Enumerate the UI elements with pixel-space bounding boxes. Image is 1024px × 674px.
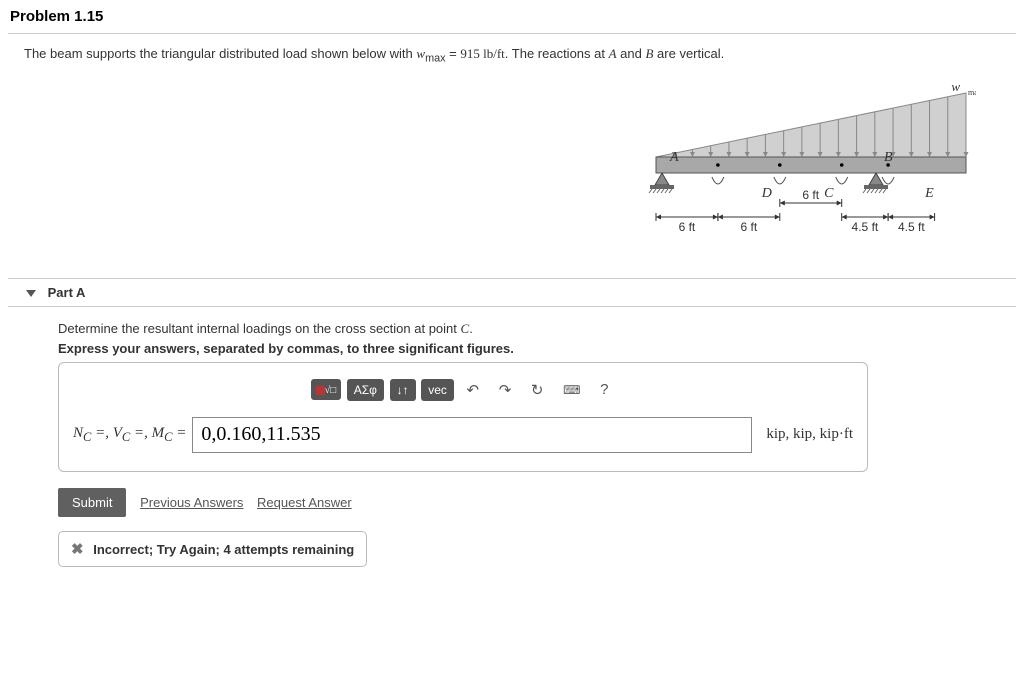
part-a-label: Part A xyxy=(48,285,86,300)
svg-text:D: D xyxy=(761,186,772,201)
previous-answers-link[interactable]: Previous Answers xyxy=(140,495,243,510)
part-a-instruction: Determine the resultant internal loading… xyxy=(58,321,868,337)
symbols-button[interactable]: ΑΣφ xyxy=(347,379,384,401)
svg-text:6 ft: 6 ft xyxy=(802,188,819,202)
incorrect-icon: ✖ xyxy=(71,541,84,558)
svg-text:w: w xyxy=(951,79,960,94)
instr-post: . xyxy=(469,321,473,336)
svg-text:max: max xyxy=(968,88,976,97)
svg-text:6 ft: 6 ft xyxy=(741,220,758,234)
svg-text:4.5 ft: 4.5 ft xyxy=(852,220,879,234)
feedback-box: ✖ Incorrect; Try Again; 4 attempts remai… xyxy=(58,531,367,567)
svg-text:4.5 ft: 4.5 ft xyxy=(898,220,925,234)
templates-button[interactable]: √□ xyxy=(311,379,342,400)
instr-pre: Determine the resultant internal loading… xyxy=(58,321,461,336)
problem-statement: The beam supports the triangular distrib… xyxy=(8,46,1016,71)
stmt-mid: . The reactions at xyxy=(505,46,609,61)
svg-text:6 ft: 6 ft xyxy=(679,220,696,234)
help-button[interactable]: ? xyxy=(593,377,615,402)
vec-button[interactable]: vec xyxy=(421,379,454,401)
svg-text:B: B xyxy=(884,150,893,165)
w-value: 915 lb/ft xyxy=(460,46,504,61)
redo-button[interactable]: ↷ xyxy=(492,377,519,403)
svg-text:A: A xyxy=(669,150,679,165)
w-symbol: w xyxy=(416,46,425,61)
subsup-button[interactable]: ↓↑ xyxy=(390,379,416,401)
answer-box: √□ ΑΣφ ↓↑ vec ↶ ↷ ↻ ⌨ ? NC =, VC =, MC =… xyxy=(58,362,868,472)
eq-sign: = xyxy=(446,46,461,61)
instr-pt: C xyxy=(461,321,470,336)
pt-a: A xyxy=(609,46,617,61)
feedback-message: Incorrect; Try Again; 4 attempts remaini… xyxy=(93,542,354,557)
problem-title: Problem 1.15 xyxy=(8,8,1016,25)
toolbar: √□ ΑΣφ ↓↑ vec ↶ ↷ ↻ ⌨ ? xyxy=(73,377,853,403)
and: and xyxy=(617,46,646,61)
keyboard-button[interactable]: ⌨ xyxy=(556,379,587,401)
w-sub: max xyxy=(425,53,445,65)
request-answer-link[interactable]: Request Answer xyxy=(257,495,352,510)
templates-icon xyxy=(316,386,325,395)
collapse-icon xyxy=(26,290,36,297)
submit-button[interactable]: Submit xyxy=(58,488,126,517)
beam-figure: A B D C Ewmax 6 ft 6 ft 6 ft 4.5 ft 4.5 ft xyxy=(646,77,976,247)
stmt-post: are vertical. xyxy=(653,46,724,61)
reset-button[interactable]: ↻ xyxy=(524,377,551,403)
part-a-header[interactable]: Part A xyxy=(8,278,1016,307)
svg-text:C: C xyxy=(824,186,834,201)
answer-input[interactable] xyxy=(192,417,752,453)
svg-text:E: E xyxy=(924,186,934,201)
part-a-hint: Express your answers, separated by comma… xyxy=(58,341,868,356)
answer-label: NC =, VC =, MC = xyxy=(73,425,186,445)
answer-units: kip, kip, kip·ft xyxy=(758,426,853,443)
undo-button[interactable]: ↶ xyxy=(460,377,487,403)
divider xyxy=(8,33,1016,34)
stmt-pre: The beam supports the triangular distrib… xyxy=(24,46,416,61)
